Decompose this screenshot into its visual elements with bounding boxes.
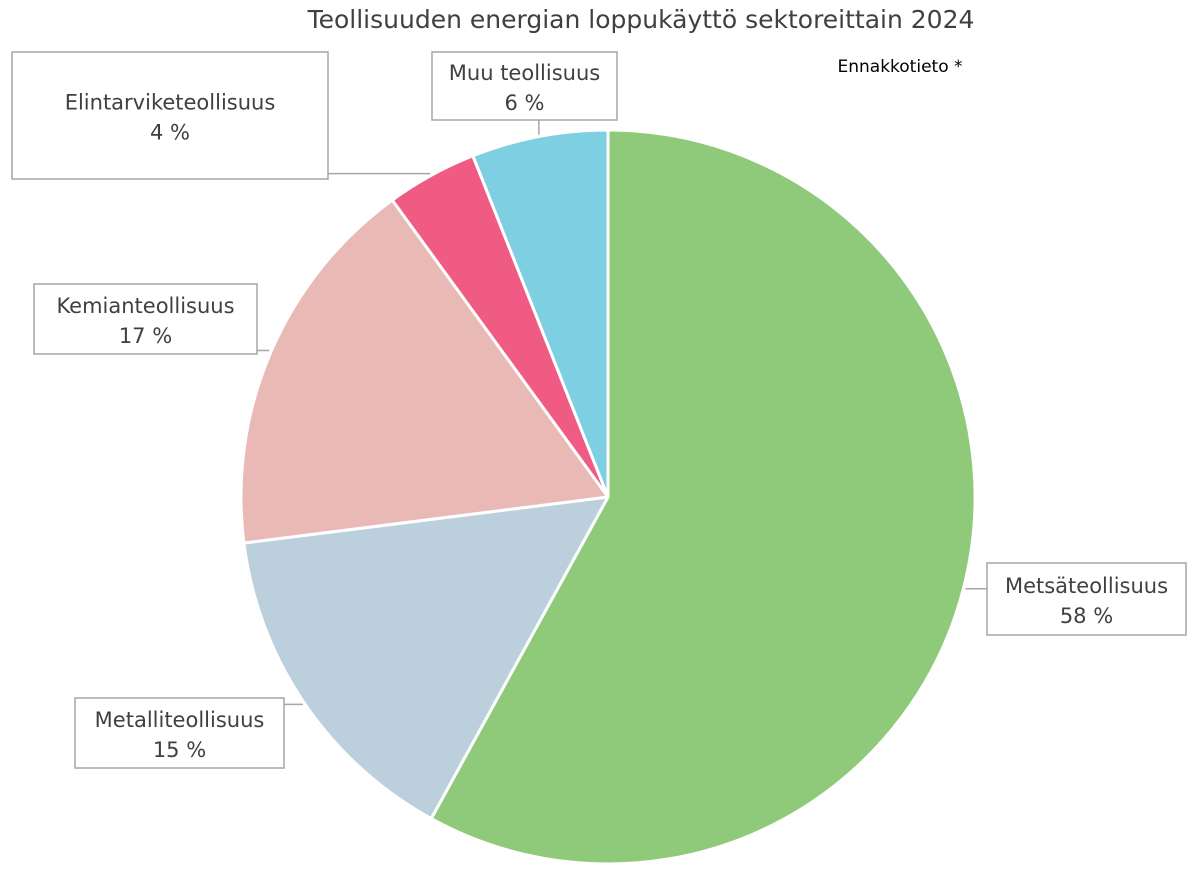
chart-note: Ennakkotieto * bbox=[837, 57, 962, 77]
slice-value-label: 6 % bbox=[505, 91, 545, 115]
pie-slice bbox=[242, 495, 610, 821]
slice-label: Kemianteollisuus bbox=[56, 294, 234, 318]
callout-box bbox=[33, 283, 258, 355]
slice-value-label: 15 % bbox=[153, 738, 206, 762]
slice-label: Metsäteollisuus bbox=[1005, 574, 1168, 598]
pie-slice bbox=[429, 128, 977, 866]
pie-slice bbox=[471, 128, 610, 499]
callout-box bbox=[986, 562, 1187, 636]
callout-box bbox=[11, 51, 329, 180]
callout-box bbox=[431, 51, 618, 121]
callout-box bbox=[74, 697, 285, 769]
slice-value-label: 58 % bbox=[1060, 604, 1113, 628]
slice-value-label: 17 % bbox=[119, 324, 172, 348]
pie-slice bbox=[239, 198, 610, 545]
chart-title: Teollisuuden energian loppukäyttö sektor… bbox=[307, 5, 975, 34]
pie-slices bbox=[239, 128, 977, 866]
slice-value-label: 4 % bbox=[150, 121, 190, 145]
slice-label: Muu teollisuus bbox=[449, 61, 600, 85]
slice-label: Metalliteollisuus bbox=[95, 708, 265, 732]
pie-callouts: Metsäteollisuus 58 % Metalliteollisuus 15 %… bbox=[11, 51, 1187, 769]
slice-label: Elintarviketeollisuus bbox=[65, 91, 276, 115]
